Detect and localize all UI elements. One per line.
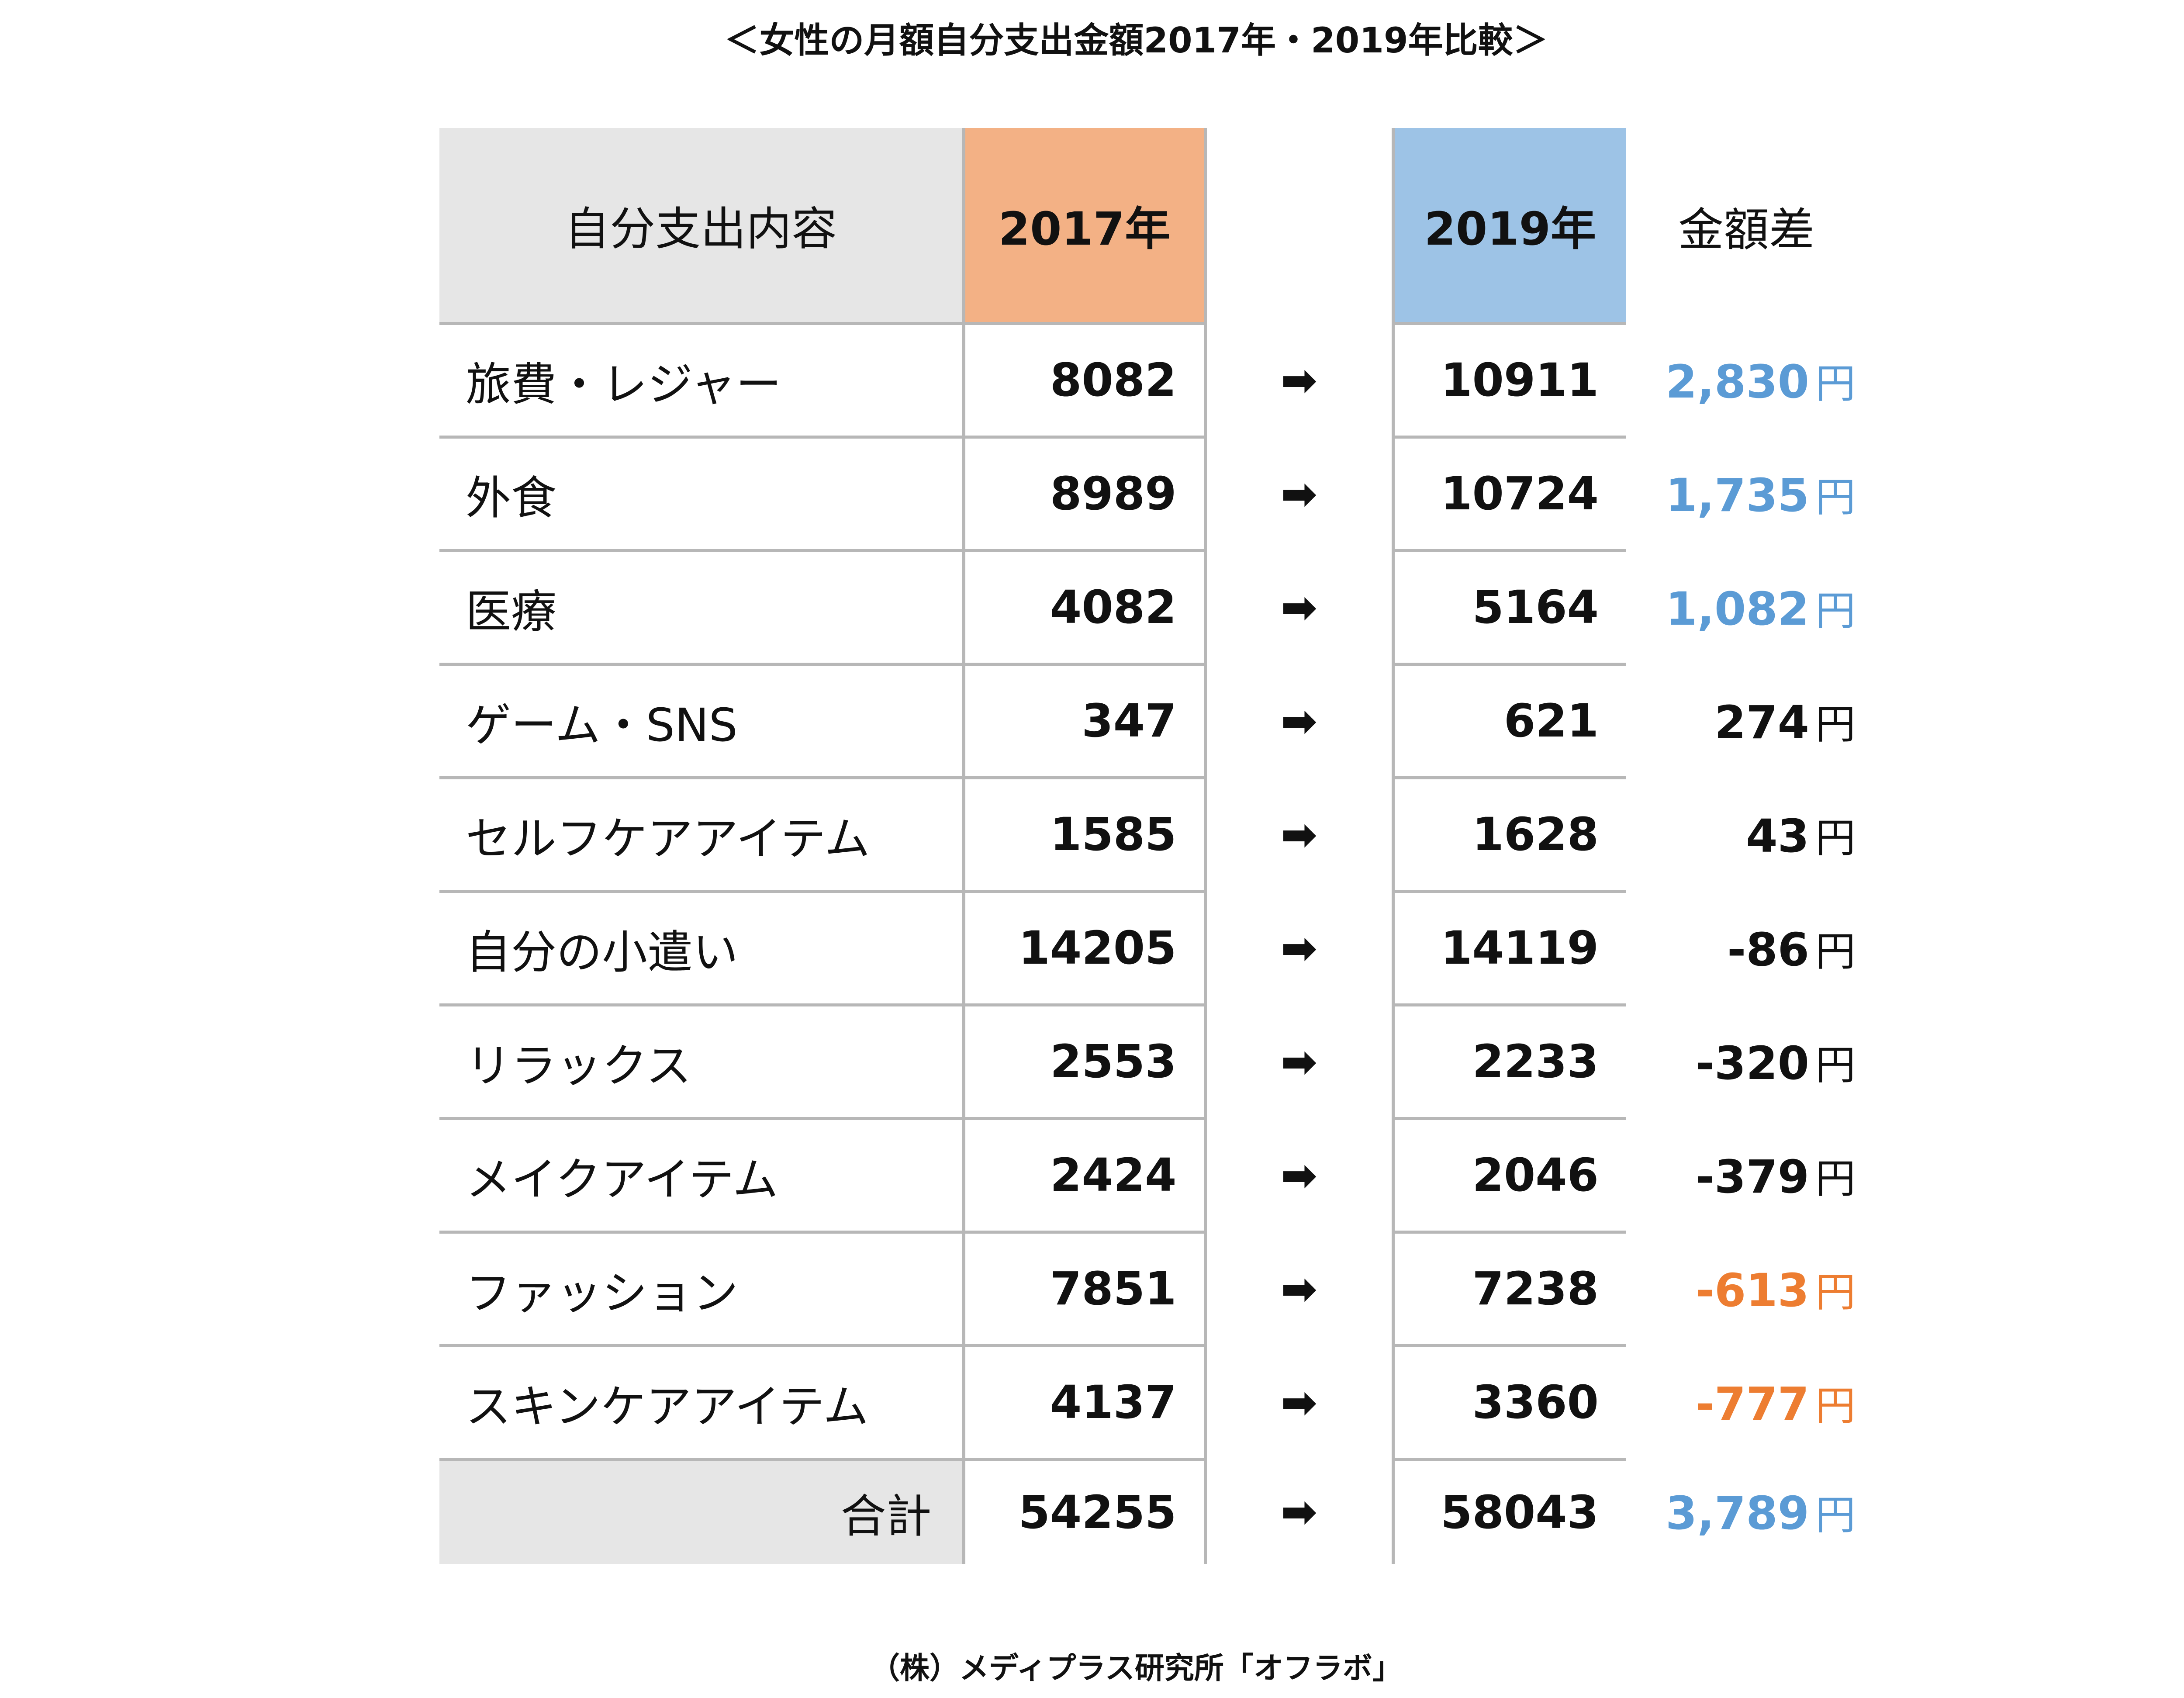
table-row: 医療 4082 ➡ 5164 1,082 円 <box>439 550 1867 666</box>
row-category: 外食 <box>439 437 964 552</box>
right-arrow-icon: ➡ <box>1281 809 1317 860</box>
row-category: セルフケアアイテム <box>439 778 964 893</box>
row-2017-value: 8989 <box>962 437 1207 552</box>
right-arrow-icon: ➡ <box>1281 695 1317 747</box>
row-2017-value: 14205 <box>962 891 1207 1006</box>
row-difference: 274 円 <box>1626 664 1867 778</box>
row-category: 医療 <box>439 550 964 666</box>
row-2019-value: 10911 <box>1391 323 1626 439</box>
table-row: スキンケアアイテム 4137 ➡ 3360 -777 円 <box>439 1345 1867 1461</box>
yen-unit: 円 <box>1815 360 1856 407</box>
difference-value: 1,735 <box>1666 468 1809 522</box>
header-difference: 金額差 <box>1678 203 1814 256</box>
table-row: ファッション 7851 ➡ 7238 -613 円 <box>439 1232 1867 1347</box>
table-row: リラックス 2553 ➡ 2233 -320 円 <box>439 1005 1867 1120</box>
table-row: 旅費・レジャー 8082 ➡ 10911 2,830 円 <box>439 323 1867 439</box>
row-2019-value: 621 <box>1391 664 1626 779</box>
total-label: 合計 <box>439 1459 964 1564</box>
right-arrow-icon: ➡ <box>1281 468 1317 519</box>
difference-value: 2,830 <box>1666 355 1809 408</box>
yen-unit: 円 <box>1815 1491 1856 1539</box>
difference-value: -777 <box>1695 1377 1809 1431</box>
difference-value: 43 <box>1746 809 1809 863</box>
row-difference: -777 円 <box>1626 1345 1867 1459</box>
table-row: セルフケアアイテム 1585 ➡ 1628 43 円 <box>439 778 1867 893</box>
difference-value: -320 <box>1695 1036 1809 1090</box>
row-2019-value: 7238 <box>1391 1232 1626 1347</box>
yen-unit: 円 <box>1815 814 1856 861</box>
right-arrow-icon: ➡ <box>1281 1036 1317 1087</box>
row-difference: -379 円 <box>1626 1118 1867 1232</box>
row-category: 旅費・レジャー <box>439 323 964 439</box>
right-arrow-icon: ➡ <box>1281 1263 1317 1314</box>
row-2019-value: 10724 <box>1391 437 1626 552</box>
yen-unit: 円 <box>1815 474 1856 521</box>
yen-unit: 円 <box>1815 928 1856 975</box>
row-2017-value: 8082 <box>962 323 1207 439</box>
total-2017-value: 54255 <box>962 1459 1207 1564</box>
table-row: メイクアイテム 2424 ➡ 2046 -379 円 <box>439 1118 1867 1234</box>
row-difference: -86 円 <box>1626 891 1867 1005</box>
row-difference: 43 円 <box>1626 778 1867 891</box>
row-2019-value: 14119 <box>1391 891 1626 1006</box>
row-2019-value: 3360 <box>1391 1345 1626 1461</box>
right-arrow-icon: ➡ <box>1281 354 1317 406</box>
row-category: スキンケアアイテム <box>439 1345 964 1461</box>
total-2019-value: 58043 <box>1391 1459 1626 1564</box>
right-arrow-icon: ➡ <box>1281 1149 1317 1201</box>
header-row: 自分支出内容 2017年 2019年 金額差 <box>439 128 1867 325</box>
header-2019: 2019年 <box>1391 128 1626 325</box>
table-row: 外食 8989 ➡ 10724 1,735 円 <box>439 437 1867 552</box>
row-2019-value: 2046 <box>1391 1118 1626 1234</box>
difference-value: -613 <box>1695 1263 1809 1317</box>
comparison-table: 自分支出内容 2017年 2019年 金額差 旅費・レジャー 8082 ➡ 10… <box>439 128 1867 1564</box>
page-title: ＜女性の月額自分支出金額2017年・2019年比較＞ <box>724 20 1548 61</box>
row-difference: -320 円 <box>1626 1005 1867 1118</box>
right-arrow-icon: ➡ <box>1281 1486 1317 1537</box>
row-2019-value: 1628 <box>1391 778 1626 893</box>
table-row: ゲーム・SNS 347 ➡ 621 274 円 <box>439 664 1867 779</box>
row-difference: 1,735 円 <box>1626 437 1867 550</box>
row-2017-value: 4137 <box>962 1345 1207 1461</box>
source-credit: （株）メディプラス研究所「オフラボ」 <box>870 1651 1402 1686</box>
header-category: 自分支出内容 <box>439 128 964 325</box>
difference-value: 274 <box>1714 695 1809 749</box>
row-2019-value: 2233 <box>1391 1005 1626 1120</box>
difference-value: -86 <box>1727 923 1809 976</box>
row-2017-value: 2553 <box>962 1005 1207 1120</box>
header-arrow-spacer <box>1205 128 1393 323</box>
yen-unit: 円 <box>1815 1041 1856 1089</box>
row-difference: 2,830 円 <box>1626 323 1867 437</box>
row-2017-value: 347 <box>962 664 1207 779</box>
right-arrow-icon: ➡ <box>1281 581 1317 633</box>
difference-value: 3,789 <box>1666 1486 1809 1540</box>
row-2019-value: 5164 <box>1391 550 1626 666</box>
row-difference: -613 円 <box>1626 1232 1867 1345</box>
yen-unit: 円 <box>1815 1382 1856 1429</box>
difference-value: -379 <box>1695 1150 1809 1203</box>
row-2017-value: 1585 <box>962 778 1207 893</box>
total-row: 合計 54255 ➡ 58043 3,789 円 <box>439 1459 1867 1564</box>
row-2017-value: 7851 <box>962 1232 1207 1347</box>
row-difference: 1,082 円 <box>1626 550 1867 664</box>
yen-unit: 円 <box>1815 701 1856 748</box>
right-arrow-icon: ➡ <box>1281 922 1317 974</box>
table-row: 自分の小遣い 14205 ➡ 14119 -86 円 <box>439 891 1867 1006</box>
total-difference: 3,789 円 <box>1626 1459 1867 1564</box>
right-arrow-icon: ➡ <box>1281 1376 1317 1428</box>
yen-unit: 円 <box>1815 1269 1856 1316</box>
difference-value: 1,082 <box>1666 582 1809 636</box>
header-2017: 2017年 <box>962 128 1207 325</box>
row-2017-value: 2424 <box>962 1118 1207 1234</box>
row-2017-value: 4082 <box>962 550 1207 666</box>
row-category: メイクアイテム <box>439 1118 964 1234</box>
yen-unit: 円 <box>1815 587 1856 634</box>
row-category: ゲーム・SNS <box>439 664 964 779</box>
row-category: ファッション <box>439 1232 964 1347</box>
row-category: 自分の小遣い <box>439 891 964 1006</box>
row-category: リラックス <box>439 1005 964 1120</box>
yen-unit: 円 <box>1815 1155 1856 1202</box>
